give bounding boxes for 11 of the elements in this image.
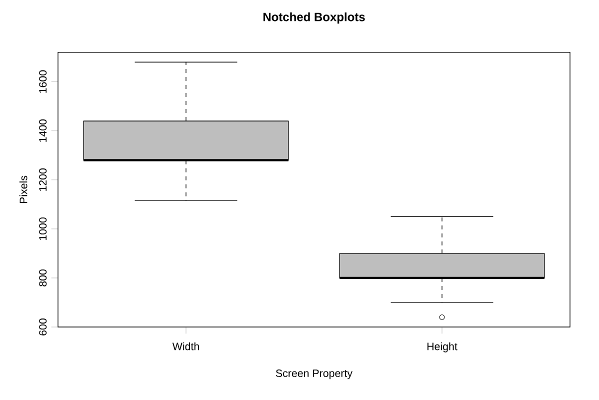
y-tick-label: 1200: [39, 168, 47, 191]
y-tick-label: 600: [39, 318, 47, 336]
y-tick-label: 1400: [39, 119, 47, 142]
chart-title: Notched Boxplots: [263, 12, 365, 24]
y-tick-label: 800: [39, 269, 47, 286]
y-tick-label: 1000: [39, 217, 47, 240]
y-tick-label: 1600: [39, 70, 47, 93]
x-tick-label: Height: [427, 342, 458, 352]
x-axis-title: Screen Property: [276, 369, 352, 380]
y-axis-title: Pixels: [19, 176, 28, 204]
x-tick-label: Width: [172, 342, 199, 350]
